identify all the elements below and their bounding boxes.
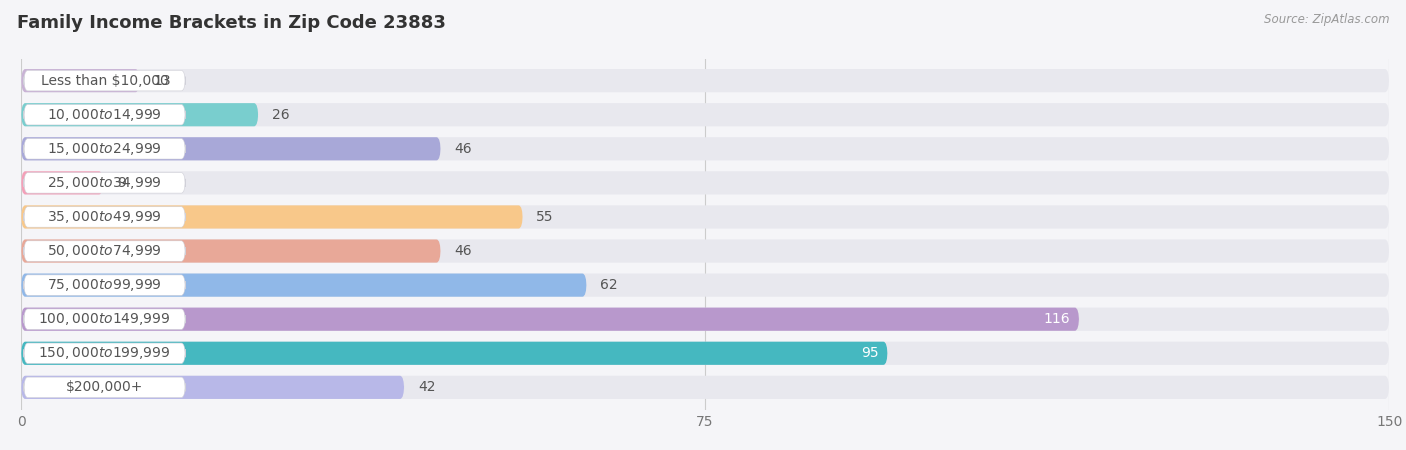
FancyBboxPatch shape <box>24 343 186 364</box>
Text: 42: 42 <box>418 380 436 394</box>
Text: 116: 116 <box>1043 312 1070 326</box>
Text: Source: ZipAtlas.com: Source: ZipAtlas.com <box>1264 14 1389 27</box>
FancyBboxPatch shape <box>21 342 1389 365</box>
FancyBboxPatch shape <box>21 137 1389 160</box>
FancyBboxPatch shape <box>24 139 186 159</box>
FancyBboxPatch shape <box>24 173 186 193</box>
FancyBboxPatch shape <box>21 274 1389 297</box>
Text: $15,000 to $24,999: $15,000 to $24,999 <box>48 141 162 157</box>
FancyBboxPatch shape <box>24 104 186 125</box>
Text: $150,000 to $199,999: $150,000 to $199,999 <box>38 345 170 361</box>
Text: $25,000 to $34,999: $25,000 to $34,999 <box>48 175 162 191</box>
Text: $200,000+: $200,000+ <box>66 380 143 394</box>
Text: 55: 55 <box>536 210 554 224</box>
Text: Less than $10,000: Less than $10,000 <box>41 74 169 88</box>
FancyBboxPatch shape <box>21 137 440 160</box>
Text: Family Income Brackets in Zip Code 23883: Family Income Brackets in Zip Code 23883 <box>17 14 446 32</box>
FancyBboxPatch shape <box>21 308 1078 331</box>
FancyBboxPatch shape <box>21 376 404 399</box>
FancyBboxPatch shape <box>21 274 586 297</box>
FancyBboxPatch shape <box>21 239 440 263</box>
Text: 26: 26 <box>271 108 290 122</box>
FancyBboxPatch shape <box>21 376 1389 399</box>
Text: $50,000 to $74,999: $50,000 to $74,999 <box>48 243 162 259</box>
Text: 46: 46 <box>454 244 472 258</box>
FancyBboxPatch shape <box>24 71 186 91</box>
FancyBboxPatch shape <box>21 171 103 194</box>
FancyBboxPatch shape <box>21 205 523 229</box>
Text: $75,000 to $99,999: $75,000 to $99,999 <box>48 277 162 293</box>
Text: 46: 46 <box>454 142 472 156</box>
FancyBboxPatch shape <box>24 275 186 295</box>
Text: 9: 9 <box>117 176 125 190</box>
FancyBboxPatch shape <box>24 377 186 397</box>
Text: $10,000 to $14,999: $10,000 to $14,999 <box>48 107 162 123</box>
FancyBboxPatch shape <box>21 205 1389 229</box>
FancyBboxPatch shape <box>21 69 139 92</box>
FancyBboxPatch shape <box>21 103 1389 126</box>
FancyBboxPatch shape <box>21 69 1389 92</box>
Text: $100,000 to $149,999: $100,000 to $149,999 <box>38 311 170 327</box>
FancyBboxPatch shape <box>21 171 1389 194</box>
FancyBboxPatch shape <box>24 207 186 227</box>
FancyBboxPatch shape <box>21 103 259 126</box>
Text: 13: 13 <box>153 74 172 88</box>
FancyBboxPatch shape <box>21 239 1389 263</box>
FancyBboxPatch shape <box>24 241 186 261</box>
FancyBboxPatch shape <box>21 342 887 365</box>
FancyBboxPatch shape <box>21 308 1389 331</box>
Text: $35,000 to $49,999: $35,000 to $49,999 <box>48 209 162 225</box>
Text: 62: 62 <box>600 278 617 292</box>
Text: 95: 95 <box>860 346 879 360</box>
FancyBboxPatch shape <box>24 309 186 329</box>
